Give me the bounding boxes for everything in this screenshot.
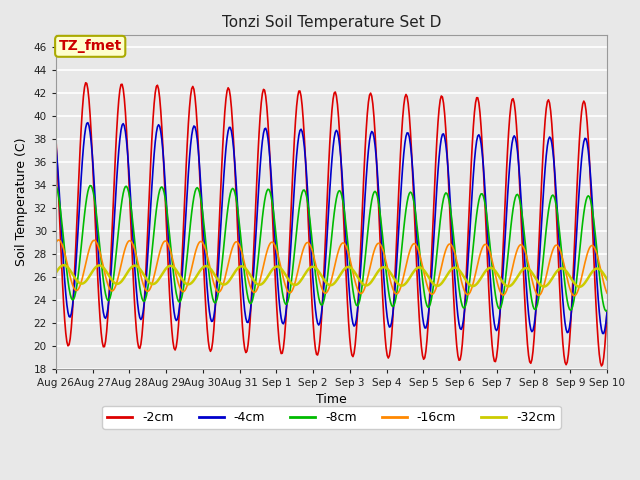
Line: -8cm: -8cm xyxy=(56,185,607,311)
-8cm xyxy=(52,182,60,188)
-8cm xyxy=(590,217,598,223)
-4cm xyxy=(52,140,60,146)
-16cm xyxy=(570,293,578,299)
-8cm xyxy=(504,256,511,262)
-8cm xyxy=(314,288,321,294)
Line: -32cm: -32cm xyxy=(56,265,607,287)
-32cm xyxy=(318,274,326,279)
X-axis label: Time: Time xyxy=(316,393,347,406)
-16cm xyxy=(55,237,63,243)
-32cm xyxy=(315,268,323,274)
-4cm xyxy=(315,322,323,328)
-4cm xyxy=(603,310,611,315)
-2cm xyxy=(381,333,389,338)
-4cm xyxy=(84,120,92,126)
-32cm xyxy=(505,283,513,289)
-2cm xyxy=(351,342,359,348)
-4cm xyxy=(591,243,598,249)
Legend: -2cm, -4cm, -8cm, -16cm, -32cm: -2cm, -4cm, -8cm, -16cm, -32cm xyxy=(102,406,561,429)
-8cm xyxy=(602,308,610,314)
-4cm xyxy=(318,306,326,312)
-16cm xyxy=(592,249,600,254)
-8cm xyxy=(350,294,358,300)
-32cm xyxy=(52,270,60,276)
-4cm xyxy=(600,331,607,336)
-2cm xyxy=(315,348,323,354)
-8cm xyxy=(380,246,388,252)
-32cm xyxy=(603,276,611,282)
-2cm xyxy=(52,133,60,139)
-2cm xyxy=(598,363,605,369)
-4cm xyxy=(351,322,359,328)
-16cm xyxy=(603,290,611,296)
-8cm xyxy=(317,302,324,308)
-2cm xyxy=(318,307,326,313)
-2cm xyxy=(591,278,598,284)
Line: -2cm: -2cm xyxy=(56,83,607,366)
-2cm xyxy=(82,80,90,85)
-16cm xyxy=(381,254,389,260)
Y-axis label: Soil Temperature (C): Soil Temperature (C) xyxy=(15,138,28,266)
-16cm xyxy=(315,275,323,281)
-32cm xyxy=(381,264,389,270)
-16cm xyxy=(52,240,60,246)
-16cm xyxy=(505,281,513,287)
-32cm xyxy=(592,266,600,272)
Line: -16cm: -16cm xyxy=(56,240,607,296)
-16cm xyxy=(351,279,359,285)
-2cm xyxy=(505,128,513,134)
-8cm xyxy=(603,308,611,313)
Text: TZ_fmet: TZ_fmet xyxy=(59,39,122,53)
Title: Tonzi Soil Temperature Set D: Tonzi Soil Temperature Set D xyxy=(221,15,441,30)
-32cm xyxy=(575,284,583,289)
-4cm xyxy=(505,176,513,182)
-16cm xyxy=(318,286,326,292)
-32cm xyxy=(351,270,359,276)
-32cm xyxy=(60,262,67,268)
-2cm xyxy=(603,309,611,315)
-4cm xyxy=(381,291,389,297)
Line: -4cm: -4cm xyxy=(56,123,607,334)
